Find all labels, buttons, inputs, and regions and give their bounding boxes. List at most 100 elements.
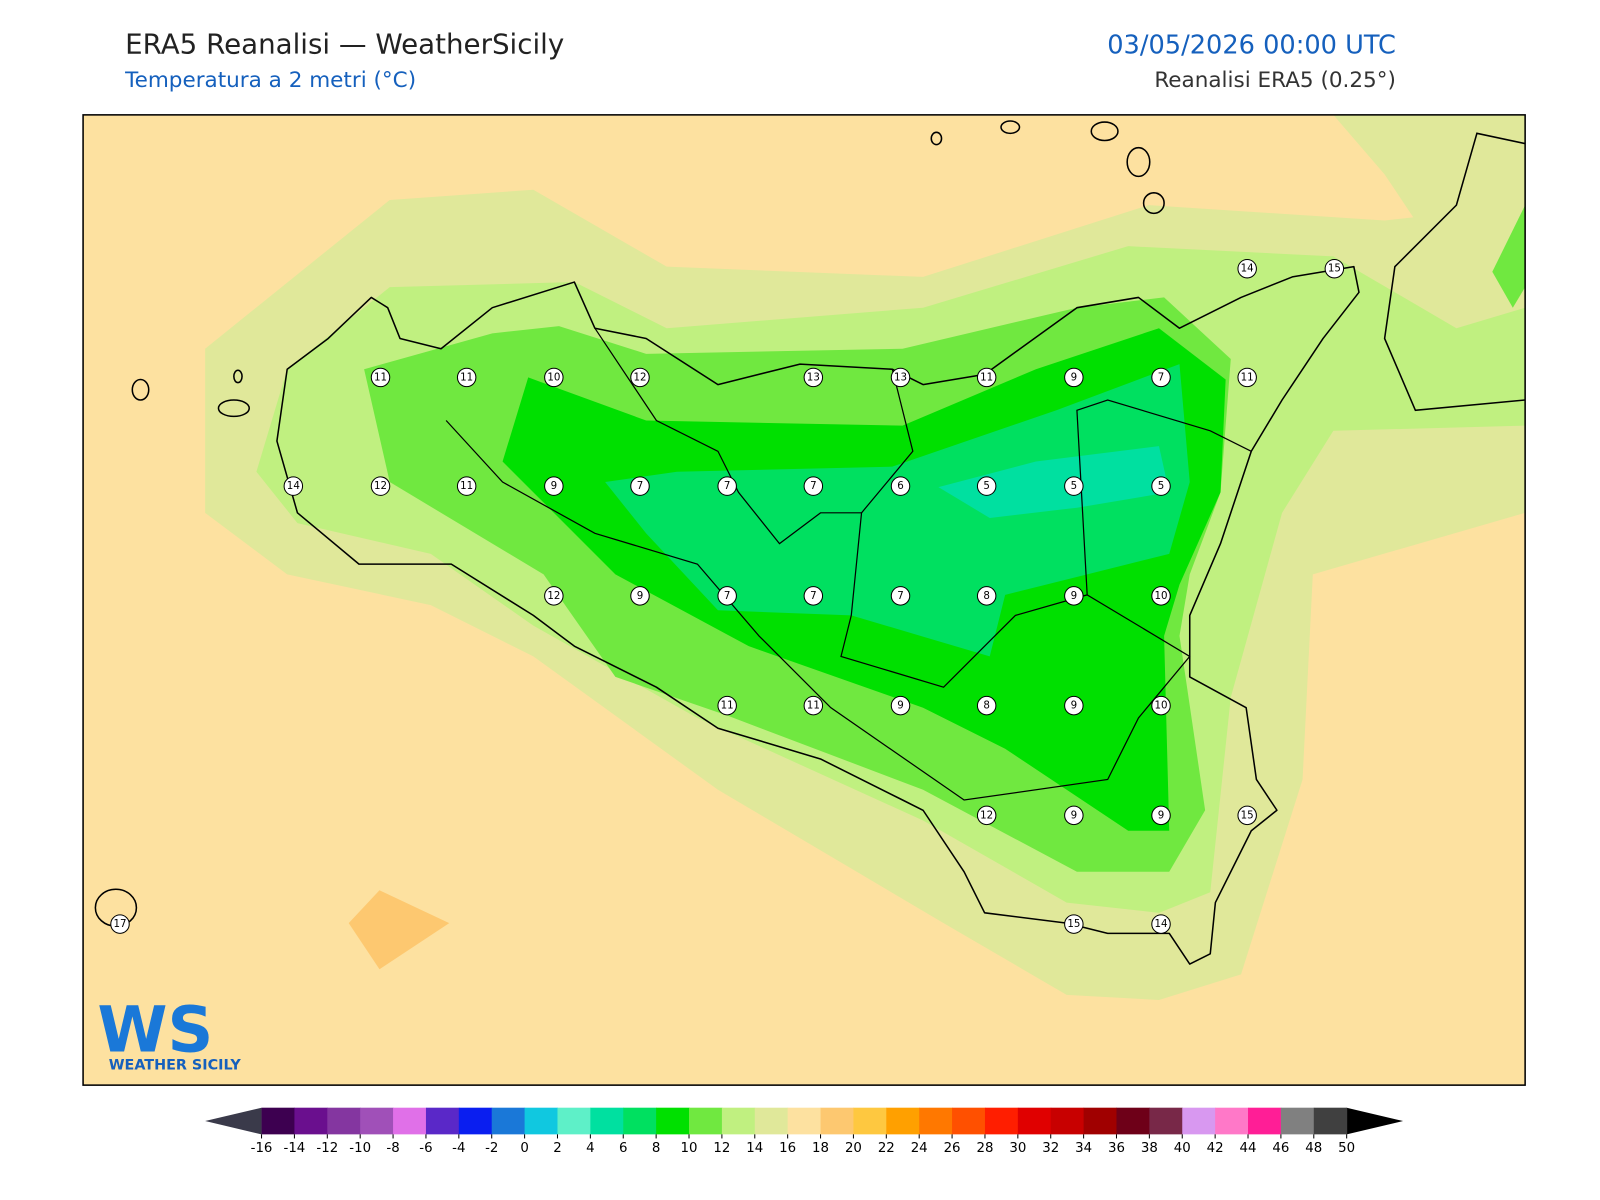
- station-value: 9: [637, 590, 644, 602]
- colorbar-segment: [1050, 1107, 1085, 1135]
- logo: WS WEATHER SICILY: [97, 992, 241, 1073]
- station-value: 8: [983, 700, 990, 712]
- station-marker: [717, 695, 737, 716]
- colorbar-segment: [656, 1107, 690, 1135]
- station-value: 7: [897, 590, 904, 602]
- station-value: 11: [980, 371, 993, 383]
- colorbar-segment: [294, 1107, 328, 1135]
- station-value: 6: [897, 480, 904, 492]
- colorbar-segment: [623, 1107, 657, 1135]
- logo-mark: WS: [97, 992, 213, 1066]
- colorbar-segment: [919, 1107, 953, 1135]
- station-marker: [544, 367, 564, 388]
- colorbar-segment: [1149, 1107, 1183, 1135]
- station-marker: [1151, 476, 1171, 496]
- colorbar-segment: [1313, 1107, 1348, 1135]
- colorbar-tick-label: 14: [746, 1141, 763, 1156]
- colorbar-segment: [689, 1107, 723, 1135]
- colorbar-tick-label: 42: [1207, 1141, 1224, 1156]
- station-value: 9: [1071, 700, 1078, 712]
- colorbar: -16 -14 -12 -10 -8 -6 -4 -2 0 2 4 6 8 10 12 14 16 18 20 22 2…: [205, 1107, 1404, 1156]
- station-marker: [890, 367, 911, 388]
- colorbar-tick-label: 34: [1075, 1141, 1092, 1156]
- field: [605, 364, 1190, 657]
- station-value: 14: [287, 480, 300, 492]
- station-value: 13: [894, 371, 907, 383]
- station-value: 9: [1158, 809, 1165, 821]
- station-marker: [630, 476, 650, 496]
- colorbar-segment: [327, 1107, 361, 1135]
- station-marker: [1064, 914, 1084, 934]
- station-marker: [1064, 695, 1084, 716]
- colorbar-segment: [261, 1107, 295, 1135]
- colorbar-tick-label: 8: [652, 1141, 660, 1156]
- colorbar-tick-label: -16: [251, 1141, 273, 1156]
- station-marker: [976, 805, 997, 826]
- colorbar-segment: [1248, 1107, 1282, 1135]
- station-value: 5: [983, 480, 990, 492]
- colorbar-tick-label: 2: [553, 1141, 561, 1156]
- colorbar-segment: [557, 1107, 591, 1135]
- station-marker: [630, 586, 650, 606]
- colorbar-tick-label: -10: [349, 1141, 371, 1156]
- title: ERA5 Reanalisi — WeatherSicily: [125, 27, 564, 60]
- station-value: 14: [1241, 263, 1254, 275]
- colorbar-tick-label: 32: [1042, 1141, 1059, 1156]
- colorbar-segment: [1182, 1107, 1216, 1135]
- station-value: 5: [1158, 480, 1165, 492]
- datetime: 03/05/2026 00:00 UTC: [1107, 30, 1396, 60]
- station-marker: [456, 476, 477, 496]
- station-marker: [976, 695, 997, 716]
- logo-name: WEATHER SICILY: [109, 1058, 242, 1074]
- colorbar-tick-label: 38: [1141, 1141, 1158, 1156]
- station-value: 11: [460, 371, 473, 383]
- colorbar-tick-label: -14: [284, 1141, 306, 1156]
- station-value: 15: [1067, 918, 1080, 930]
- coastline: [1383, 132, 1526, 412]
- station-value: 8: [983, 590, 990, 602]
- station-marker: [544, 586, 564, 606]
- station-marker: [370, 367, 391, 388]
- colorbar-segment: [787, 1107, 822, 1135]
- province-border: [594, 327, 862, 545]
- colorbar-segment: [952, 1107, 986, 1135]
- station-value: 11: [721, 700, 734, 712]
- station-value: 11: [460, 480, 473, 492]
- station-marker: [1064, 367, 1084, 388]
- colorbar-segment: [590, 1107, 624, 1135]
- station-marker: [890, 695, 911, 716]
- station-value: 7: [1158, 371, 1165, 383]
- station-marker: [283, 476, 304, 496]
- colorbar-segment: [820, 1107, 854, 1135]
- station-value: 11: [1241, 371, 1254, 383]
- colorbar-tick-label: 36: [1108, 1141, 1125, 1156]
- colorbar-tick-label: -2: [485, 1141, 498, 1156]
- colorbar-segment: [524, 1107, 558, 1135]
- station-marker: [890, 476, 911, 496]
- station-marker: [1151, 695, 1171, 716]
- map-frame: [82, 114, 1526, 1086]
- colorbar-segment: [393, 1107, 427, 1135]
- map: 14 15 11 11 10 12 13 13 11 9 7 11 14 12 11 9 7 7 7 6 5 5 5 12 9 7…: [83, 114, 1526, 1086]
- colorbar-tick-label: 6: [619, 1141, 627, 1156]
- station-value: 12: [980, 809, 993, 821]
- colorbar-tick-label: 4: [586, 1141, 594, 1156]
- colorbar-tick-label: 22: [878, 1141, 895, 1156]
- colorbar-tick-label: 26: [944, 1141, 961, 1156]
- colorbar-over: [1346, 1107, 1404, 1135]
- station-value: 9: [1071, 371, 1078, 383]
- colorbar-segment: [1116, 1107, 1150, 1135]
- station-value: 10: [547, 371, 560, 383]
- station-value: 12: [547, 590, 560, 602]
- station-marker: [544, 476, 564, 496]
- station-marker: [1237, 805, 1257, 826]
- colorbar-tick-label: 10: [681, 1141, 698, 1156]
- colorbar-tick-label: 24: [911, 1141, 928, 1156]
- station-value: 9: [551, 480, 558, 492]
- station-marker: [1324, 258, 1345, 279]
- colorbar-tick-label: 20: [845, 1141, 862, 1156]
- station-marker: [1151, 586, 1171, 606]
- station-marker: [717, 476, 737, 496]
